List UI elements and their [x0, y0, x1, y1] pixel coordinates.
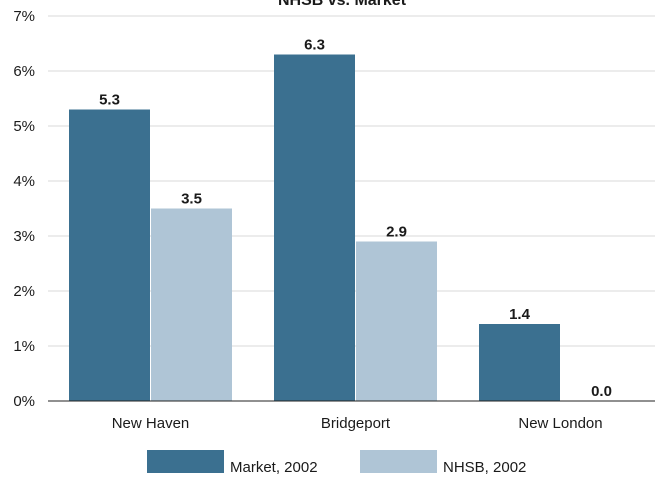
- y-tick-label: 3%: [13, 228, 35, 245]
- y-tick-label: 7%: [13, 8, 35, 25]
- bar: [274, 54, 355, 401]
- x-category-label: New London: [518, 415, 602, 432]
- x-axis-categories: New Haven Bridgeport New London: [112, 415, 603, 432]
- bars: [69, 54, 560, 401]
- data-label: 1.4: [509, 306, 531, 323]
- data-label: 0.0: [591, 383, 612, 400]
- bar: [479, 324, 560, 401]
- legend-swatch: [360, 450, 437, 473]
- data-label: 5.3: [99, 92, 120, 109]
- bar: [69, 109, 150, 401]
- legend-swatch: [147, 450, 224, 473]
- bar: [356, 241, 437, 401]
- data-label: 3.5: [181, 191, 202, 208]
- y-tick-label: 2%: [13, 283, 35, 300]
- y-tick-label: 1%: [13, 338, 35, 355]
- y-tick-label: 6%: [13, 63, 35, 80]
- legend-label: NHSB, 2002: [443, 459, 526, 476]
- y-tick-label: 5%: [13, 118, 35, 135]
- legend: Market, 2002 NHSB, 2002: [147, 450, 526, 476]
- y-tick-label: 0%: [13, 393, 35, 410]
- bar: [151, 208, 232, 401]
- data-label: 2.9: [386, 224, 407, 241]
- data-label: 6.3: [304, 37, 325, 54]
- legend-label: Market, 2002: [230, 459, 318, 476]
- x-category-label: Bridgeport: [321, 415, 391, 432]
- y-tick-label: 4%: [13, 173, 35, 190]
- data-labels: 5.3 3.5 6.3 2.9 1.4 0.0: [99, 37, 612, 401]
- y-axis-ticks: 0% 1% 2% 3% 4% 5% 6% 7%: [13, 8, 35, 410]
- x-category-label: New Haven: [112, 415, 190, 432]
- chart-title: NHSB vs. Market: [278, 0, 407, 9]
